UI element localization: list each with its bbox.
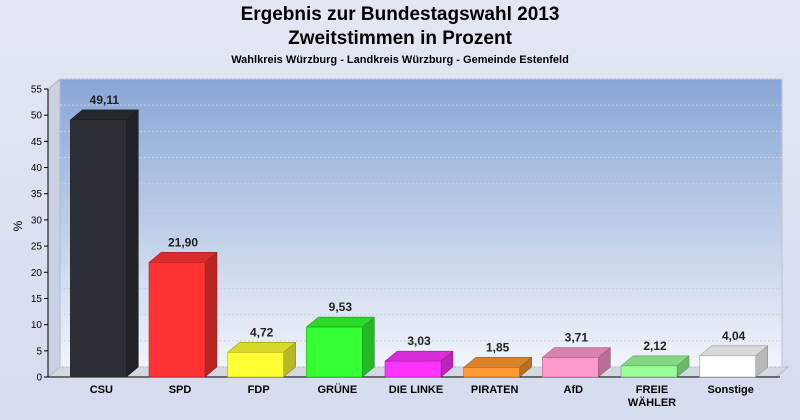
data-label: 3,03	[407, 334, 431, 348]
y-tick-label: 15	[31, 294, 43, 305]
bar-top	[148, 252, 218, 263]
bar	[698, 345, 769, 378]
category-label-line: SPD	[169, 384, 192, 396]
bar-front	[227, 352, 284, 378]
category-label: PIRATEN	[471, 384, 519, 396]
category-label: FREIE WÄHLER	[628, 384, 676, 409]
y-tick-label: 5	[36, 346, 42, 357]
category-label: CSU	[90, 384, 113, 396]
y-tick-label: 55	[31, 85, 43, 96]
bar-front	[70, 119, 127, 378]
bar-front	[463, 367, 520, 378]
bar	[148, 251, 218, 378]
data-label: 49,11	[90, 93, 120, 107]
bar-side	[204, 251, 218, 378]
y-tick-label: 40	[31, 163, 43, 174]
y-tick-label: 0	[36, 373, 42, 384]
y-tick-label: 20	[31, 268, 43, 279]
bar-front	[542, 357, 599, 378]
bar-front	[699, 355, 756, 378]
bar-front	[384, 360, 442, 378]
category-label: FDP	[248, 384, 270, 396]
y-tick-label: 45	[31, 137, 43, 148]
bar-top	[226, 342, 297, 353]
category-label: Sonstige	[707, 384, 753, 396]
category-label-line: AfD	[564, 384, 584, 396]
data-label: 4,04	[722, 329, 746, 343]
y-tick-label: 35	[31, 189, 43, 200]
bar	[541, 347, 612, 378]
category-label-line: GRÜNE	[317, 383, 357, 396]
category-label-line: CSU	[90, 384, 113, 396]
chart-title: Ergebnis zur Bundestagswahl 2013	[240, 4, 560, 25]
category-label-line: FREIE	[636, 384, 668, 396]
bar-top	[620, 355, 690, 367]
data-label: 21,90	[168, 235, 198, 249]
category-label: SPD	[169, 384, 192, 396]
bar	[305, 316, 376, 378]
bar-top	[698, 345, 769, 357]
data-label: 1,85	[486, 340, 510, 354]
category-label-line: PIRATEN	[471, 384, 519, 396]
bar-front	[306, 326, 363, 378]
bar-top	[69, 109, 140, 121]
data-label: 4,72	[250, 325, 274, 339]
data-label: 3,71	[565, 331, 589, 345]
y-tick-label: 25	[31, 242, 43, 253]
bar	[384, 350, 454, 378]
data-label: 9,53	[329, 300, 353, 314]
category-label: GRÜNE	[317, 383, 357, 396]
bar-top	[305, 316, 376, 328]
bar-top	[384, 350, 454, 362]
bar-front	[620, 365, 678, 378]
chart-title-line-2: Zweitstimmen in Prozent	[288, 28, 512, 49]
category-label: DIE LINKE	[389, 384, 443, 396]
y-tick-label: 10	[31, 320, 43, 331]
bar-side	[126, 109, 139, 378]
bar-front	[148, 262, 206, 378]
category-label: AfD	[564, 384, 584, 396]
category-label-line: Sonstige	[707, 384, 753, 396]
side-wall	[47, 77, 61, 379]
bar-top	[541, 347, 612, 358]
y-tick-label: 50	[31, 111, 43, 122]
category-label-line: DIE LINKE	[389, 384, 443, 396]
chart-subtitle: Wahlkreis Würzburg - Landkreis Würzburg …	[231, 54, 569, 66]
y-tick-label: 30	[31, 215, 43, 226]
category-label-line: FDP	[248, 384, 270, 396]
bar-side	[362, 316, 375, 378]
data-label: 2,12	[643, 339, 667, 353]
y-axis-label: %	[11, 220, 25, 231]
bar-top	[462, 357, 533, 368]
category-label-line: WÄHLER	[628, 396, 676, 409]
bar	[226, 341, 297, 378]
bar	[462, 356, 533, 378]
bar	[69, 109, 140, 378]
bar	[620, 355, 690, 378]
